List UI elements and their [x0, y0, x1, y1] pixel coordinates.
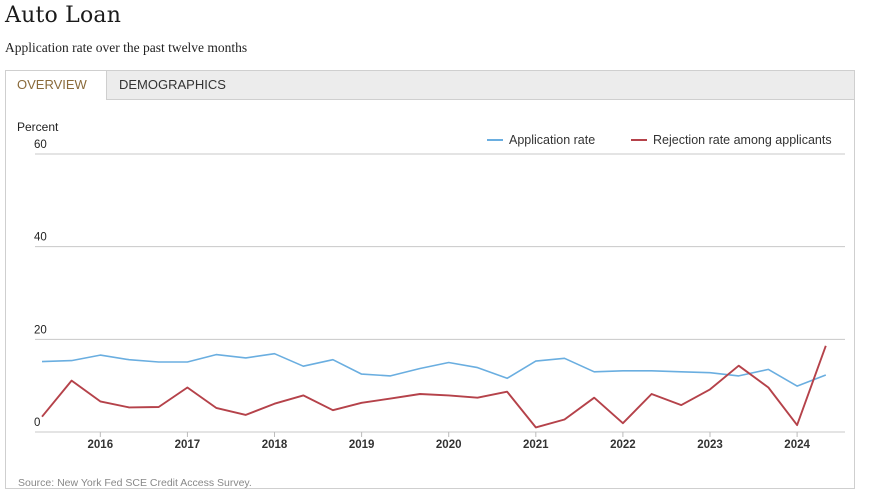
legend-item-application-rate[interactable]: Application rate: [487, 133, 595, 147]
y-tick-label: 60: [34, 139, 47, 151]
source-note: Source: New York Fed SCE Credit Access S…: [18, 477, 252, 489]
x-tick-label: 2021: [523, 439, 549, 451]
tab-overview[interactable]: OVERVIEW: [6, 71, 107, 100]
gridlines: 0 20 40 60: [34, 139, 845, 433]
x-tick-label: 2020: [436, 439, 462, 451]
x-tick-label: 2024: [784, 439, 810, 451]
x-tick-label: 2018: [262, 439, 288, 451]
x-tick-label: 2022: [610, 439, 636, 451]
y-tick-label: 0: [34, 417, 40, 429]
page-subtitle: Application rate over the past twelve mo…: [5, 40, 248, 55]
x-tick-label: 2023: [697, 439, 723, 451]
x-tick-label: 2017: [175, 439, 201, 451]
series-rejection-rate-line: [41, 345, 827, 429]
page-title: Auto Loan: [5, 3, 122, 28]
tab-demographics[interactable]: DEMOGRAPHICS: [119, 77, 226, 92]
tab-bar: OVERVIEW DEMOGRAPHICS: [6, 71, 854, 100]
chart-panel: OVERVIEW DEMOGRAPHICS Source: New York F…: [5, 70, 855, 489]
legend-label: Application rate: [509, 133, 595, 147]
x-tick-label: 2016: [88, 439, 114, 451]
x-axis: 2016 2017 2018 2019 2020 2021 2022 2023 2024: [88, 432, 810, 451]
legend: Application rate Rejection rate among app…: [487, 133, 832, 147]
y-axis-label: Percent: [17, 120, 59, 134]
legend-label: Rejection rate among applicants: [653, 133, 832, 147]
x-tick-label: 2019: [349, 439, 375, 451]
y-tick-label: 40: [34, 232, 47, 244]
series-lines: [41, 345, 827, 429]
series-application-rate-line: [41, 352, 827, 387]
legend-item-rejection-rate[interactable]: Rejection rate among applicants: [631, 133, 832, 147]
y-tick-label: 20: [34, 324, 47, 336]
